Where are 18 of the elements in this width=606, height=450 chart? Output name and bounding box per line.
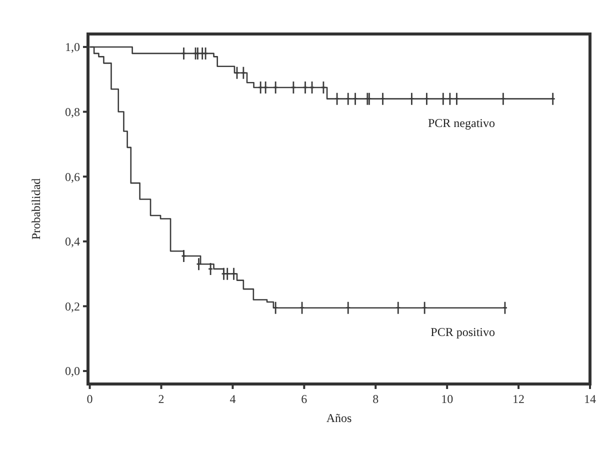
x-tick-label: 0 xyxy=(86,392,93,406)
x-tick-label: 12 xyxy=(512,392,525,406)
y-tick-label: 0,6 xyxy=(65,170,80,184)
x-tick-label: 10 xyxy=(441,392,454,406)
y-tick-label: 0,2 xyxy=(65,299,80,314)
x-tick-label: 8 xyxy=(372,392,379,406)
series-label: PCR positivo xyxy=(430,324,495,339)
x-tick-label: 6 xyxy=(301,392,308,406)
x-tick-label: 4 xyxy=(230,392,236,406)
y-tick-label: 0,4 xyxy=(65,234,80,249)
y-tick-label: 0,8 xyxy=(65,104,80,119)
series-label: PCR negativo xyxy=(428,116,495,130)
y-tick-label: 1,0 xyxy=(65,40,80,54)
x-axis-title: Años xyxy=(326,411,352,425)
x-tick-label: 14 xyxy=(584,392,596,406)
y-axis-title: Probabilidad xyxy=(29,178,43,240)
x-tick-label: 2 xyxy=(158,392,164,406)
y-tick-label: 0,0 xyxy=(65,364,80,378)
